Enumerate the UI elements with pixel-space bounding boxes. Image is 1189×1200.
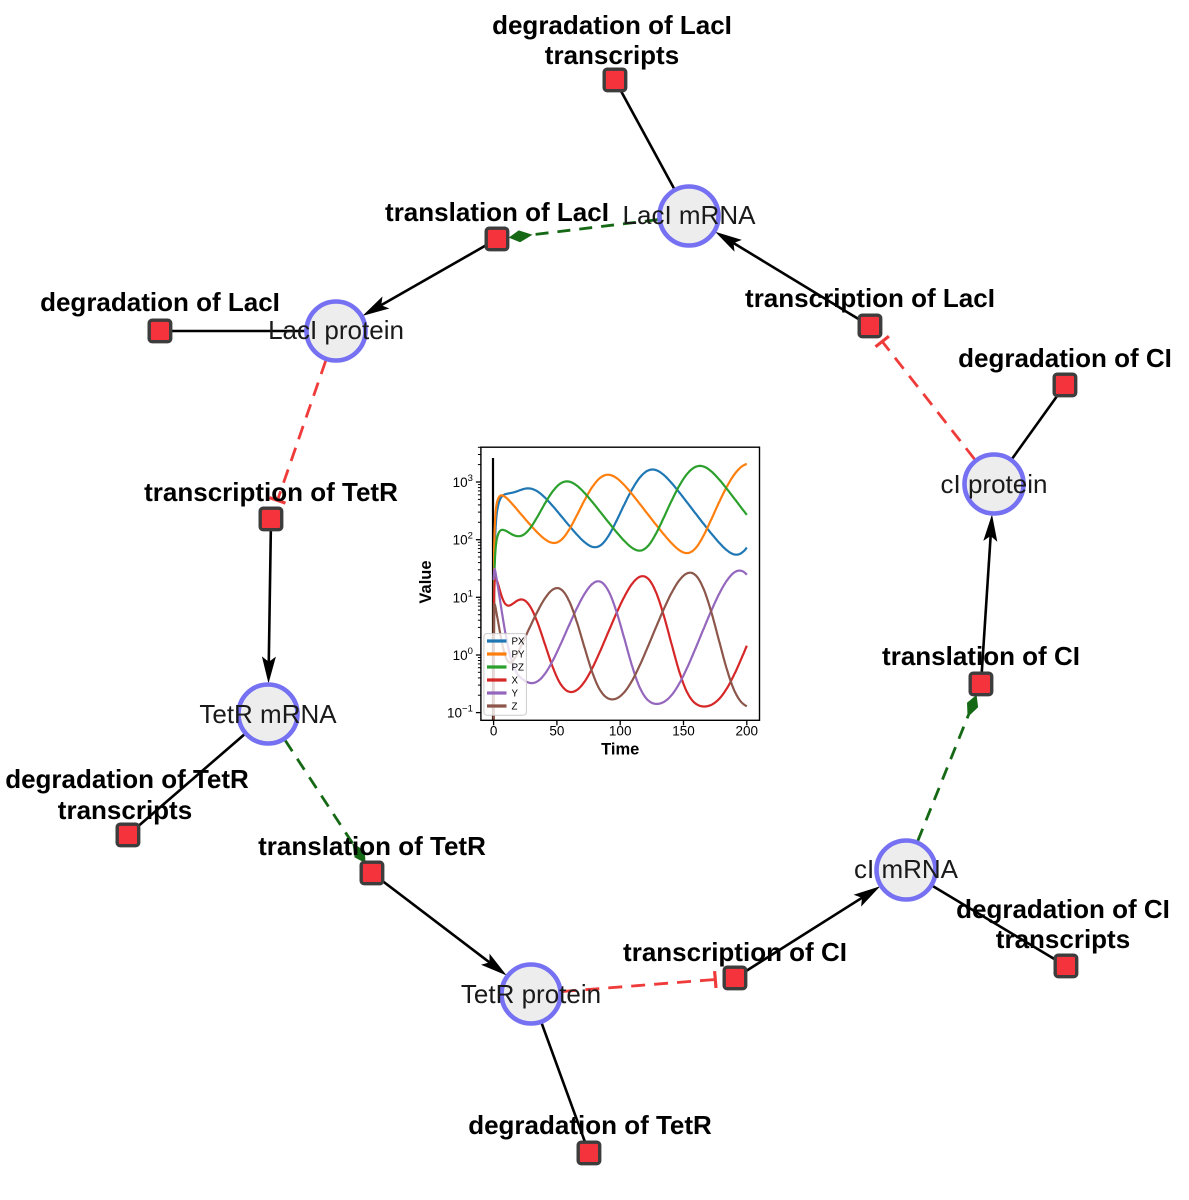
svg-text:transcripts: transcripts [58,795,192,825]
svg-text:transcription of LacI: transcription of LacI [745,283,995,313]
svg-text:Y: Y [512,689,519,700]
svg-text:degradation of LacI: degradation of LacI [40,287,280,317]
svg-text:transcription of CI: transcription of CI [623,937,847,967]
svg-text:100: 100 [609,723,632,738]
svg-text:translation of CI: translation of CI [882,641,1080,671]
svg-text:cI protein: cI protein [941,469,1048,499]
svg-text:transcription of TetR: transcription of TetR [144,477,398,507]
svg-text:Value: Value [417,560,435,603]
svg-text:200: 200 [736,723,759,738]
svg-text:PY: PY [512,650,526,661]
svg-text:TetR mRNA: TetR mRNA [199,699,337,729]
svg-text:translation of LacI: translation of LacI [385,197,609,227]
svg-text:degradation of TetR: degradation of TetR [5,764,249,794]
svg-text:degradation of LacI: degradation of LacI [492,10,732,40]
svg-text:50: 50 [549,723,564,738]
svg-text:LacI mRNA: LacI mRNA [623,200,757,230]
svg-text:PZ: PZ [512,663,525,674]
svg-text:X: X [512,676,519,687]
svg-text:translation of TetR: translation of TetR [258,831,486,861]
svg-text:150: 150 [672,723,695,738]
svg-text:Z: Z [512,702,518,713]
svg-text:PX: PX [512,637,526,648]
svg-text:0: 0 [490,723,498,738]
svg-text:cI mRNA: cI mRNA [854,854,959,884]
svg-text:TetR protein: TetR protein [461,979,601,1009]
svg-text:degradation of CI: degradation of CI [956,894,1170,924]
svg-text:transcripts: transcripts [996,924,1130,954]
svg-text:degradation of CI: degradation of CI [958,343,1172,373]
svg-text:transcripts: transcripts [545,40,679,70]
svg-text:Time: Time [601,740,639,758]
svg-text:degradation of TetR: degradation of TetR [468,1110,712,1140]
svg-text:LacI protein: LacI protein [268,315,404,345]
